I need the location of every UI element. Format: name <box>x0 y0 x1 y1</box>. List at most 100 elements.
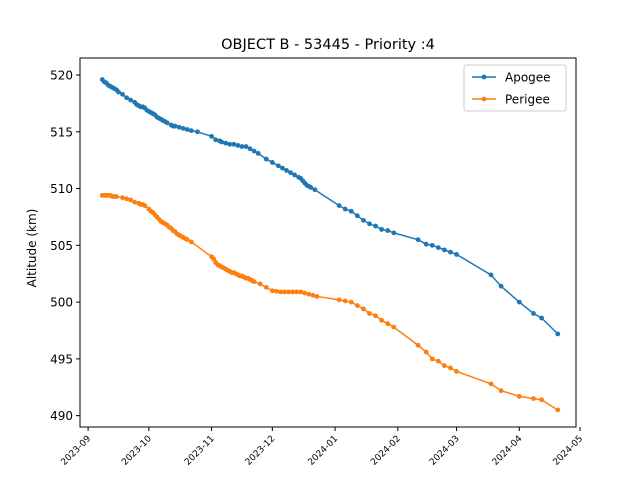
apogee-data-point <box>180 125 186 131</box>
apogee-data-point <box>164 120 170 126</box>
apogee-data-point <box>213 137 219 143</box>
perigee-data-point <box>415 342 421 348</box>
apogee-data-point <box>116 89 121 95</box>
perigee-data-point <box>257 281 263 287</box>
y-axis-label: Altitude (km) <box>25 209 39 288</box>
apogee-data-point <box>269 160 275 165</box>
perigee-data-point <box>251 279 257 285</box>
perigee-data-point <box>302 290 308 296</box>
perigee-legend-label: Perigee <box>505 93 550 107</box>
perigee-data-point <box>361 306 366 312</box>
apogee-data-point <box>292 172 297 178</box>
y-tick-label: 515 <box>50 125 73 139</box>
perigee-data-point <box>516 393 522 399</box>
apogee-data-point <box>209 133 214 139</box>
perigee-data-point <box>298 289 304 295</box>
plot-frame <box>79 57 577 428</box>
apogee-data-point <box>188 128 194 134</box>
perigee-data-point <box>286 289 291 295</box>
apogee-data-point <box>235 143 241 148</box>
apogee-data-point <box>488 272 494 278</box>
perigee-data-point <box>379 317 385 323</box>
perigee-data-point <box>373 313 378 319</box>
apogee-data-point <box>423 241 429 247</box>
apogee-data-point <box>227 141 233 147</box>
apogee-data-point <box>176 124 182 130</box>
apogee-data-point <box>391 230 397 236</box>
perigee-data-point <box>282 289 287 295</box>
legend: Apogee Perigee <box>463 64 567 112</box>
perigee-data-point <box>142 203 148 209</box>
apogee-data-point <box>435 245 441 251</box>
y-tick-label: 495 <box>50 352 73 366</box>
perigee-data-point <box>498 388 504 394</box>
perigee-data-point <box>263 284 269 290</box>
apogee-data-point <box>429 242 435 248</box>
apogee-data-point <box>498 283 504 289</box>
apogee-data-point <box>231 141 237 147</box>
perigee-data-point <box>294 289 300 295</box>
y-tick-label: 500 <box>50 296 73 310</box>
perigee-data-point <box>336 297 342 303</box>
apogee-data-point <box>195 129 200 135</box>
perigee-data-point <box>114 194 119 199</box>
apogee-data-point <box>373 223 378 229</box>
perigee-data-point <box>429 356 435 362</box>
perigee-data-point <box>539 397 544 403</box>
perigee-data-point <box>128 197 134 203</box>
apogee-data-point <box>531 311 536 316</box>
apogee-data-point <box>361 217 366 223</box>
perigee-data-point <box>391 324 397 330</box>
perigee-data-point <box>423 349 429 355</box>
apogee-data-point <box>120 91 125 97</box>
apogee-data-point <box>223 140 229 146</box>
apogee-data-point <box>288 170 293 176</box>
perigee-data-point <box>310 292 316 298</box>
apogee-data-point <box>308 185 314 190</box>
apogee-data-point <box>239 144 245 149</box>
perigee-data-point <box>184 237 190 243</box>
perigee-data-point <box>531 396 536 402</box>
apogee-data-point <box>354 213 360 219</box>
apogee-legend-marker <box>481 74 487 80</box>
apogee-data-point <box>172 123 178 129</box>
perigee-data-point <box>278 289 283 295</box>
apogee-data-point <box>263 156 269 162</box>
apogee-legend-label: Apogee <box>505 71 551 85</box>
perigee-data-point <box>354 303 360 308</box>
perigee-data-point <box>454 368 459 374</box>
y-axis: 490 495 500 505 510 515 520 <box>50 69 80 423</box>
apogee-data-point <box>219 139 225 145</box>
perigee-data-point <box>367 311 372 316</box>
apogee-data-point <box>454 252 459 257</box>
perigee-data-point <box>435 358 441 364</box>
perigee-data-point <box>132 199 138 205</box>
apogee-data-point <box>442 247 447 253</box>
perigee-data-point <box>348 299 354 305</box>
plot-series <box>99 77 561 413</box>
apogee-data-point <box>280 165 285 171</box>
apogee-data-point <box>251 148 257 154</box>
perigee-data-point <box>448 365 453 371</box>
perigee-data-point <box>385 321 391 327</box>
apogee-data-point <box>247 146 253 152</box>
perigee-data-point <box>306 291 312 297</box>
perigee-data-point <box>124 196 129 202</box>
perigee-data-point <box>269 288 275 294</box>
perigee-data-point <box>555 407 561 413</box>
perigee-data-point <box>273 288 279 294</box>
apogee-data-point <box>124 95 129 101</box>
y-tick-label: 505 <box>50 239 73 253</box>
perigee-data-point <box>188 239 194 245</box>
perigee-data-point <box>488 381 494 387</box>
apogee-data-point <box>385 228 391 233</box>
perigee-data-point <box>120 195 125 201</box>
chart-title: OBJECT B - 53445 - Priority :4 <box>221 37 435 53</box>
apogee-data-point <box>555 331 561 337</box>
apogee-data-point <box>276 163 281 169</box>
apogee-data-point <box>415 237 421 243</box>
apogee-data-point <box>284 168 289 173</box>
apogee-data-point <box>243 144 249 149</box>
apogee-data-point <box>379 227 385 232</box>
y-tick-label: 510 <box>50 182 73 196</box>
